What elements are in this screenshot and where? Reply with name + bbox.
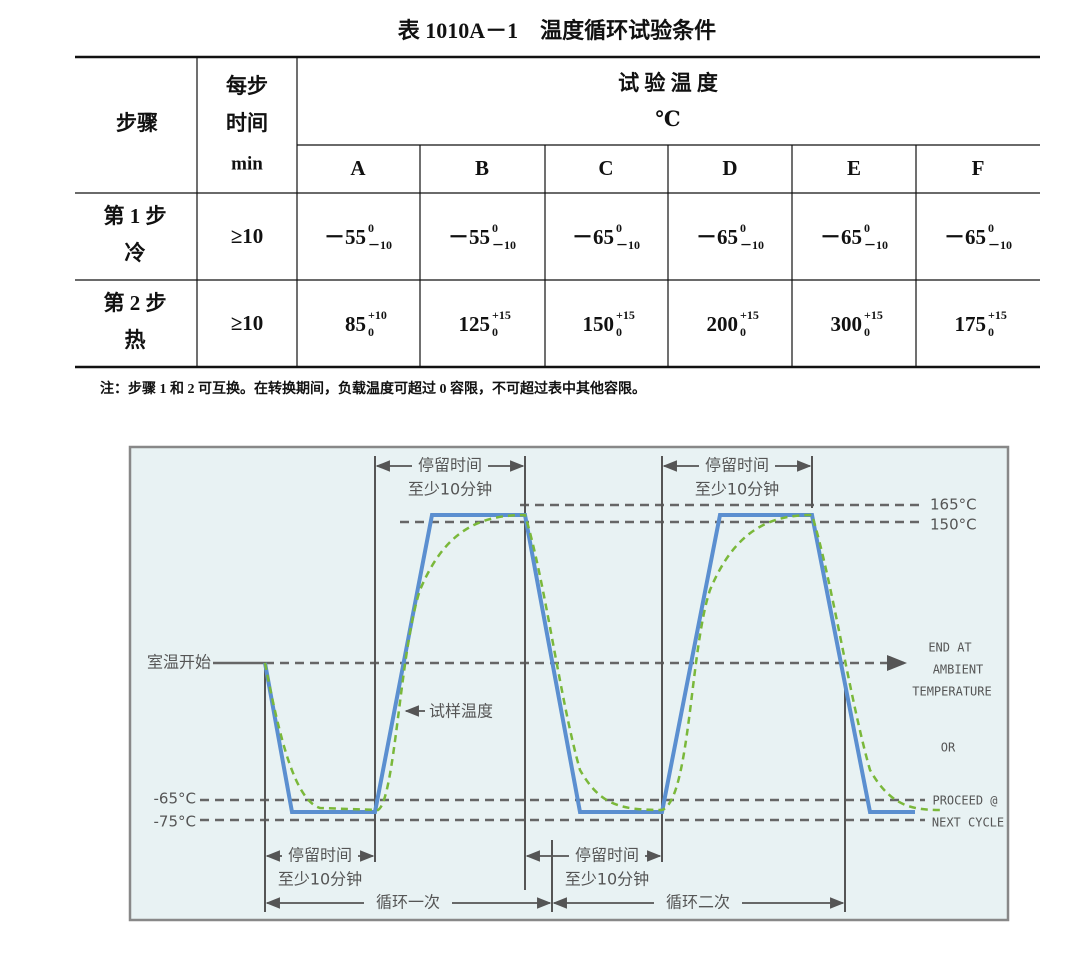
header-time: 时间 — [226, 111, 268, 135]
temp-upper: 0 — [616, 221, 622, 235]
diagram-frame — [128, 445, 1010, 922]
header-step: 步骤 — [116, 111, 158, 135]
column-header: B — [475, 156, 489, 180]
end-note: END AT — [928, 641, 971, 655]
dwell-label: 至少10分钟 — [408, 480, 492, 499]
temp-lower: 0 — [740, 325, 746, 339]
header-time-unit: min — [231, 153, 263, 174]
temp-lower: 0 — [864, 325, 870, 339]
temp-lower: 0 — [988, 325, 994, 339]
temp-base: －55 — [448, 225, 490, 249]
temp-base: 200 — [707, 312, 739, 336]
temp-upper: +15 — [616, 308, 635, 322]
temp-lower: －10 — [492, 238, 516, 252]
temp-lower: 0 — [492, 325, 498, 339]
temp-lower: －10 — [616, 238, 640, 252]
dwell-label: 停留时间 — [575, 846, 639, 865]
temp-base: 85 — [345, 312, 366, 336]
dwell-guides — [264, 456, 846, 912]
temp-base: －65 — [696, 225, 738, 249]
chamber-profile — [263, 513, 915, 814]
step-label: 第 2 步 — [104, 291, 167, 315]
dwell-label: 至少10分钟 — [695, 480, 779, 499]
step-label: 热 — [125, 328, 146, 352]
table: 表 1010A－1 温度循环试验条件 步骤 每步 时间 min 试 验 温 度 … — [75, 18, 1040, 397]
end-note: PROCEED @ — [932, 794, 997, 808]
column-header: D — [722, 156, 737, 180]
column-header: A — [350, 156, 366, 180]
temp-base: 175 — [955, 312, 987, 336]
temp-upper: +15 — [492, 308, 511, 322]
label-bg — [569, 846, 645, 866]
label-bg — [699, 456, 775, 476]
column-header: E — [847, 156, 861, 180]
column-header: C — [598, 156, 613, 180]
label-bg — [364, 893, 452, 913]
temp-upper: +15 — [864, 308, 883, 322]
temp-lower: 0 — [368, 325, 374, 339]
label-bg — [654, 893, 742, 913]
temp-upper: +15 — [740, 308, 759, 322]
start-label: 室温开始 — [147, 653, 211, 672]
temp-base: 150 — [583, 312, 615, 336]
temp-upper: 0 — [864, 221, 870, 235]
dwell-label: 至少10分钟 — [278, 870, 362, 889]
column-header: F — [972, 156, 985, 180]
end-note: AMBIENT — [933, 663, 984, 677]
label-bg — [282, 846, 358, 866]
step-time: ≥10 — [231, 224, 264, 248]
step-label: 第 1 步 — [104, 204, 167, 228]
dwell-label: 停留时间 — [705, 456, 769, 475]
temp-base: －55 — [324, 225, 366, 249]
temp-lower: 0 — [616, 325, 622, 339]
header-time: 每步 — [226, 74, 268, 98]
temp-base: －65 — [820, 225, 862, 249]
temp-base: －65 — [572, 225, 614, 249]
temp-lower: －10 — [368, 238, 392, 252]
cycle-label: 循环二次 — [666, 893, 730, 912]
temp-upper: 0 — [988, 221, 994, 235]
label-bg — [412, 456, 488, 476]
end-note: TEMPERATURE — [912, 685, 991, 699]
temp-lower: －10 — [740, 238, 764, 252]
dwell-label: 停留时间 — [418, 456, 482, 475]
temp-lower: －10 — [864, 238, 888, 252]
temp-upper: +15 — [988, 308, 1007, 322]
temp-label: 165°C — [930, 496, 977, 514]
temp-label: -65°C — [154, 790, 196, 808]
temp-base: －65 — [944, 225, 986, 249]
temp-upper: 0 — [492, 221, 498, 235]
step-label: 冷 — [125, 241, 146, 265]
temp-base: 300 — [831, 312, 863, 336]
temp-upper: +10 — [368, 308, 387, 322]
table-note: 注：步骤 1 和 2 可互换。在转换期间，负载温度可超过 0 容限，不可超过表中… — [100, 380, 646, 397]
sample-label: 试样温度 — [429, 702, 493, 721]
diagram: 室温开始 试样温度 165°C150°C-65°C-75°C停留时间至少10分钟… — [128, 445, 1010, 922]
temp-lower: －10 — [988, 238, 1012, 252]
temp-base: 125 — [459, 312, 491, 336]
temp-upper: 0 — [368, 221, 374, 235]
header-unit: ℃ — [655, 107, 680, 131]
end-note: NEXT CYCLE — [932, 816, 1004, 830]
temp-upper: 0 — [740, 221, 746, 235]
temp-label: -75°C — [154, 813, 196, 831]
table-title: 表 1010A－1 温度循环试验条件 — [398, 18, 716, 43]
end-note: OR — [941, 741, 956, 755]
dwell-label: 停留时间 — [288, 846, 352, 865]
header-temp: 试 验 温 度 — [618, 71, 718, 95]
table-rules — [75, 55, 1040, 369]
cycle-label: 循环一次 — [376, 893, 440, 912]
temp-label: 150°C — [930, 516, 977, 534]
dwell-label: 至少10分钟 — [565, 870, 649, 889]
step-time: ≥10 — [231, 311, 264, 335]
